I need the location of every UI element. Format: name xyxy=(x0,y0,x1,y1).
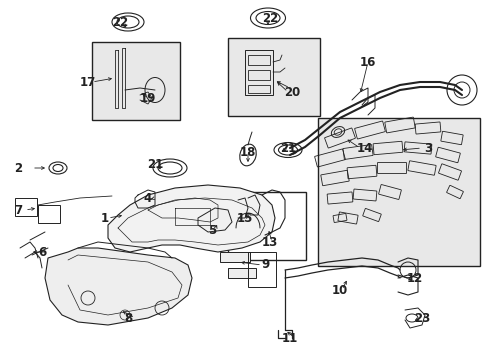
Polygon shape xyxy=(198,208,231,232)
Text: 20: 20 xyxy=(284,85,300,99)
Text: 19: 19 xyxy=(140,91,156,104)
Text: 9: 9 xyxy=(260,258,268,271)
Text: 21: 21 xyxy=(146,158,163,171)
Text: 8: 8 xyxy=(123,311,132,324)
Text: 22: 22 xyxy=(262,12,278,24)
Bar xyxy=(220,252,249,262)
Text: 18: 18 xyxy=(239,145,256,158)
Text: 1: 1 xyxy=(101,211,109,225)
Bar xyxy=(15,198,37,216)
Text: 11: 11 xyxy=(281,332,298,345)
Bar xyxy=(227,268,256,278)
Bar xyxy=(92,42,180,120)
Text: 15: 15 xyxy=(236,211,253,225)
Text: 16: 16 xyxy=(359,55,375,68)
Text: 4: 4 xyxy=(143,192,152,204)
Polygon shape xyxy=(108,185,274,252)
Bar xyxy=(247,85,269,93)
Text: 17: 17 xyxy=(80,76,96,89)
Text: 6: 6 xyxy=(38,246,46,258)
Text: 12: 12 xyxy=(406,271,422,284)
Text: 14: 14 xyxy=(356,141,372,154)
Text: 10: 10 xyxy=(331,284,347,297)
Text: 22: 22 xyxy=(112,15,128,28)
Bar xyxy=(317,118,479,266)
Bar xyxy=(247,55,269,65)
Bar xyxy=(244,50,272,95)
Bar xyxy=(247,252,275,287)
Bar xyxy=(227,38,319,116)
Text: 21: 21 xyxy=(279,141,296,154)
Text: 23: 23 xyxy=(413,311,429,324)
Polygon shape xyxy=(45,248,192,325)
Text: 13: 13 xyxy=(262,235,278,248)
Text: 3: 3 xyxy=(423,141,431,154)
Bar xyxy=(227,192,305,260)
Text: 5: 5 xyxy=(207,224,216,237)
Text: 7: 7 xyxy=(14,203,22,216)
Bar xyxy=(247,70,269,80)
Bar xyxy=(38,205,60,223)
Text: 2: 2 xyxy=(14,162,22,175)
